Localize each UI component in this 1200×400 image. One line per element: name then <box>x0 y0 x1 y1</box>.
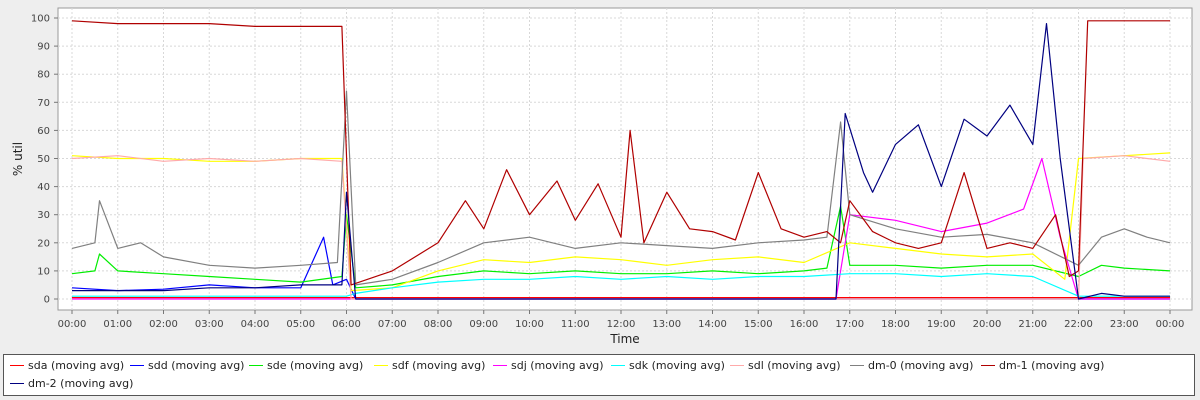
y-axis-title: % util <box>11 142 25 176</box>
legend-swatch <box>374 364 388 366</box>
legend-item: dm-0 (moving avg) <box>850 359 973 373</box>
legend-swatch <box>130 364 144 366</box>
x-axis-title: Time <box>609 332 639 346</box>
legend-item: sda (moving avg) <box>10 359 124 373</box>
x-tick-label: 08:00 <box>424 319 453 330</box>
y-tick-label: 80 <box>37 70 50 81</box>
x-tick-label: 23:00 <box>1110 319 1139 330</box>
x-tick-label: 17:00 <box>835 319 864 330</box>
legend-label: sdf (moving avg) <box>392 359 486 372</box>
legend-item: sdf (moving avg) <box>374 359 485 373</box>
legend-swatch <box>611 364 625 366</box>
y-tick-label: 20 <box>37 238 50 249</box>
legend-swatch <box>981 364 995 366</box>
legend-item: dm-2 (moving avg) <box>10 377 133 391</box>
x-tick-label: 13:00 <box>652 319 681 330</box>
legend-item: sdl (moving avg) <box>730 359 841 373</box>
legend-label: sdl (moving avg) <box>748 359 841 372</box>
x-tick-label: 15:00 <box>744 319 773 330</box>
legend-swatch <box>249 364 263 366</box>
legend-label: sdj (moving avg) <box>511 359 604 372</box>
x-tick-label: 00:00 <box>58 319 87 330</box>
x-tick-label: 06:00 <box>332 319 361 330</box>
legend-swatch <box>493 364 507 366</box>
x-tick-label: 16:00 <box>790 319 819 330</box>
y-axis: 0 10 20 30 40 50 60 70 80 90 100 <box>31 14 58 306</box>
series-line-5 <box>72 273 1170 297</box>
legend-label: sdd (moving avg) <box>148 359 245 372</box>
x-tick-label: 01:00 <box>103 319 132 330</box>
x-tick-label: 04:00 <box>241 319 270 330</box>
legend-item: sdk (moving avg) <box>611 359 725 373</box>
x-tick-label: 12:00 <box>607 319 636 330</box>
y-tick-label: 50 <box>37 154 50 165</box>
x-tick-label: 19:00 <box>927 319 956 330</box>
y-tick-label: 70 <box>37 98 50 109</box>
x-axis: 00:00 01:00 02:00 03:00 04:00 05:00 06:00 07:00… <box>58 310 1185 330</box>
y-tick-label: 60 <box>37 126 50 137</box>
legend-label: dm-1 (moving avg) <box>999 359 1105 372</box>
legend-swatch <box>10 364 24 366</box>
y-tick-label: 90 <box>37 42 50 53</box>
legend-label: dm-2 (moving avg) <box>28 377 134 390</box>
line-chart: 0 10 20 30 40 50 60 70 80 90 100 00:00 01:00 02:00 03… <box>11 7 1193 346</box>
x-tick-label: 10:00 <box>515 319 544 330</box>
y-tick-label: 40 <box>37 182 50 193</box>
x-tick-label: 07:00 <box>378 319 407 330</box>
x-tick-label: 09:00 <box>469 319 498 330</box>
legend-item: dm-1 (moving avg) <box>981 359 1104 373</box>
y-tick-label: 30 <box>37 210 50 221</box>
x-tick-label: 22:00 <box>1064 319 1093 330</box>
legend-swatch <box>10 382 24 384</box>
series-line-9 <box>72 23 1170 300</box>
x-tick-label: 18:00 <box>881 319 910 330</box>
legend-item: sdj (moving avg) <box>493 359 604 373</box>
x-tick-label: 21:00 <box>1018 319 1047 330</box>
legend-label: sdk (moving avg) <box>629 359 725 372</box>
y-tick-label: 10 <box>37 266 50 277</box>
series-line-6 <box>71 155 1171 300</box>
series-line-2 <box>71 205 1171 289</box>
legend-label: sda (moving avg) <box>28 359 125 372</box>
x-tick-label: 11:00 <box>561 319 590 330</box>
series-lines <box>71 20 1171 300</box>
y-tick-label: 100 <box>31 14 50 25</box>
legend-item: sdd (moving avg) <box>130 359 244 373</box>
legend-swatch <box>730 364 744 366</box>
x-tick-label: 20:00 <box>973 319 1002 330</box>
legend-swatch <box>850 364 864 366</box>
x-tick-label: 00:00 <box>1156 319 1185 330</box>
legend-label: sde (moving avg) <box>267 359 364 372</box>
legend: sda (moving avg) sdd (moving avg) sde (mov… <box>3 354 1195 396</box>
x-tick-label: 14:00 <box>698 319 727 330</box>
series-line-8 <box>71 20 1170 286</box>
series-line-7 <box>71 90 1171 286</box>
x-tick-label: 02:00 <box>149 319 178 330</box>
legend-item: sde (moving avg) <box>249 359 363 373</box>
x-tick-label: 05:00 <box>286 319 315 330</box>
x-tick-label: 03:00 <box>195 319 224 330</box>
legend-label: dm-0 (moving avg) <box>868 359 974 372</box>
y-tick-label: 0 <box>44 295 50 306</box>
